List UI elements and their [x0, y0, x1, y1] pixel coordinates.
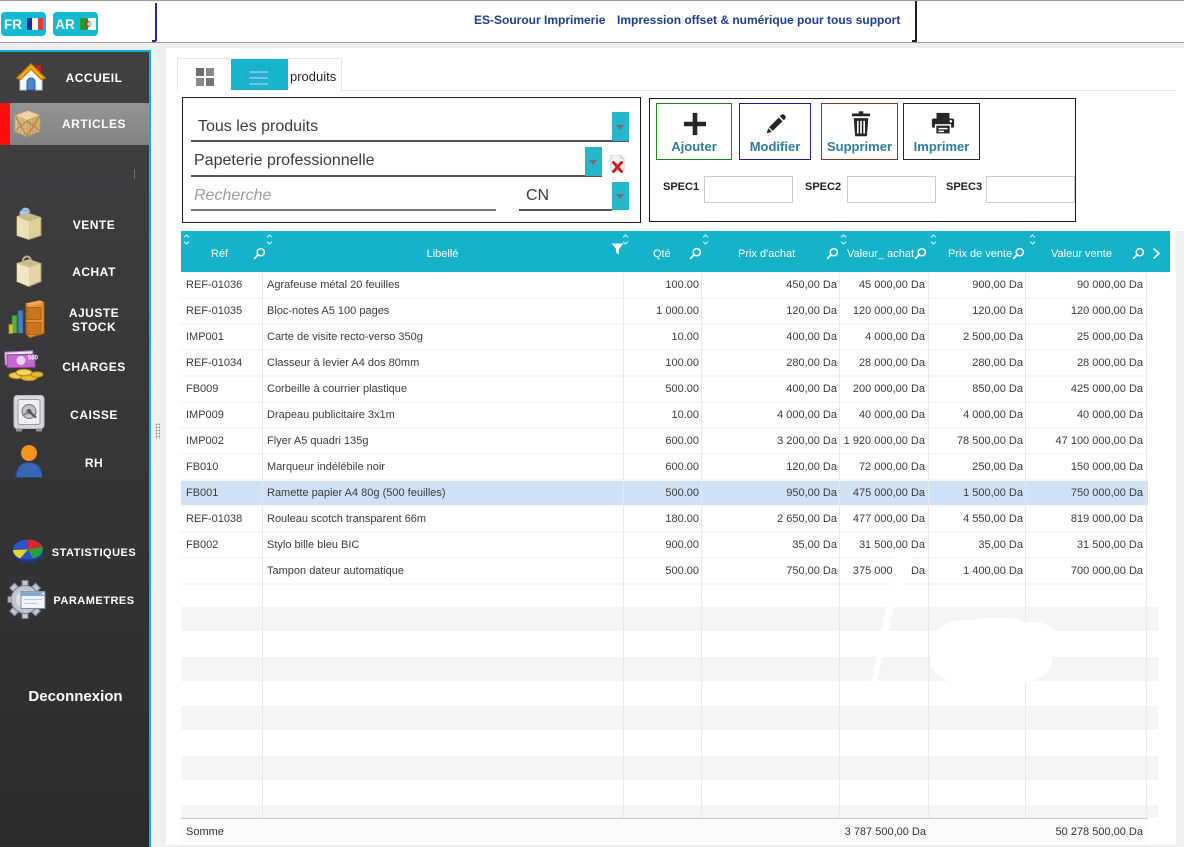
- svg-text:500: 500: [28, 356, 39, 362]
